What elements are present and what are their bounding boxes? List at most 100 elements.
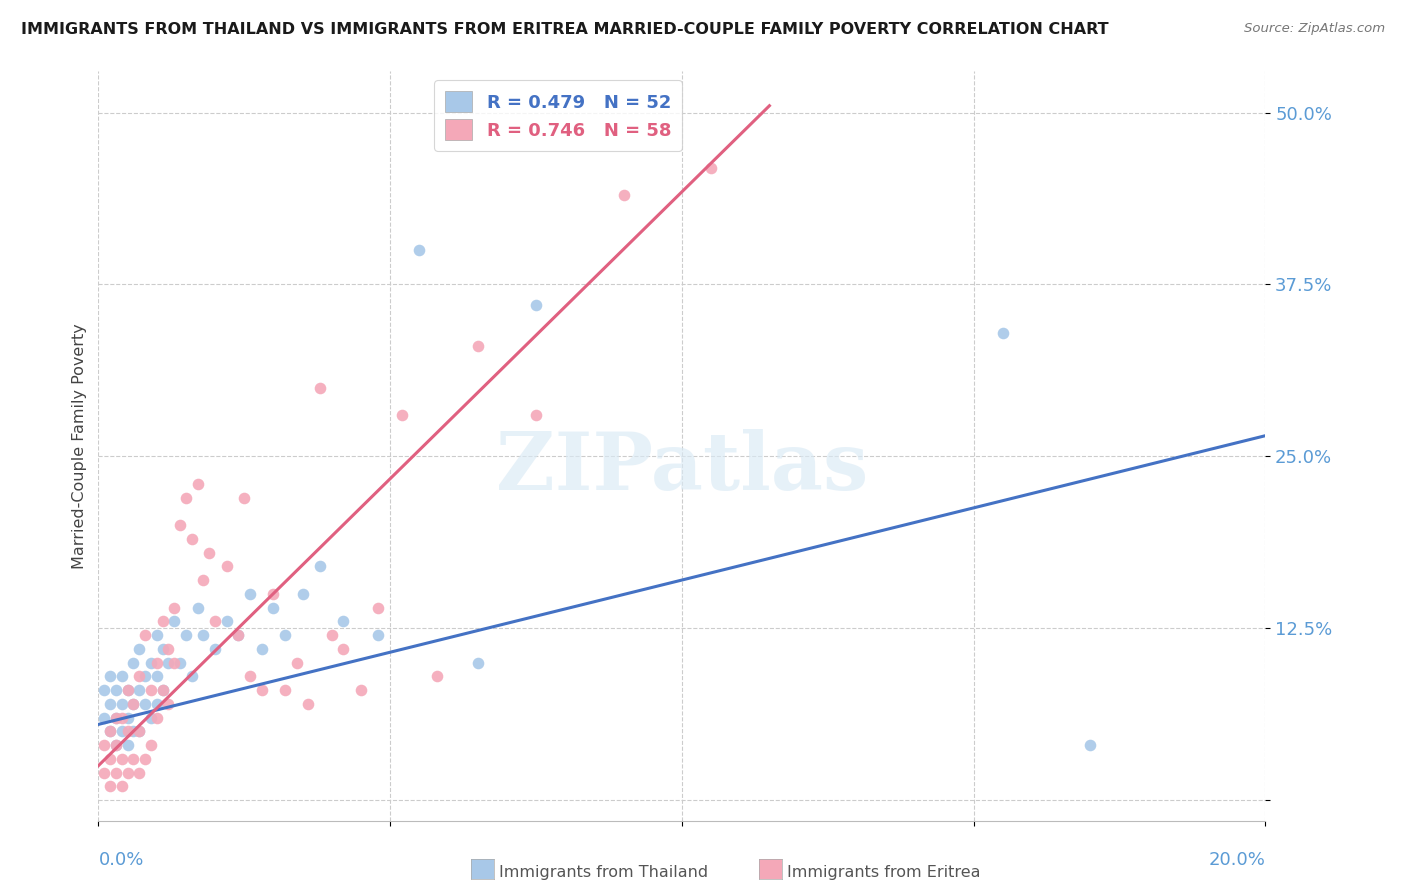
Point <box>228 628 250 642</box>
Point <box>117 724 139 739</box>
Point <box>146 697 169 711</box>
Point <box>163 656 186 670</box>
Point <box>98 697 121 711</box>
Legend: R = 0.479   N = 52, R = 0.746   N = 58: R = 0.479 N = 52, R = 0.746 N = 58 <box>434 80 682 151</box>
Point <box>163 600 186 615</box>
Point <box>309 559 332 574</box>
Y-axis label: Married-Couple Family Poverty: Married-Couple Family Poverty <box>72 323 87 569</box>
Point <box>239 587 262 601</box>
Point <box>228 628 250 642</box>
Point <box>111 669 134 683</box>
Point <box>262 600 284 615</box>
Point <box>204 615 226 629</box>
Point <box>117 683 139 698</box>
Point <box>250 683 273 698</box>
Point <box>187 476 209 491</box>
Point <box>139 710 162 724</box>
Point <box>128 683 150 698</box>
Text: Immigrants from Thailand: Immigrants from Thailand <box>499 865 709 880</box>
Point <box>117 765 139 780</box>
Point <box>157 697 180 711</box>
Point <box>128 724 150 739</box>
Point <box>104 683 127 698</box>
Text: IMMIGRANTS FROM THAILAND VS IMMIGRANTS FROM ERITREA MARRIED-COUPLE FAMILY POVERT: IMMIGRANTS FROM THAILAND VS IMMIGRANTS F… <box>21 22 1109 37</box>
Text: 0.0%: 0.0% <box>98 851 143 869</box>
Point <box>285 656 308 670</box>
Point <box>157 641 180 656</box>
Point <box>332 615 354 629</box>
Point <box>98 779 121 793</box>
Point <box>98 724 121 739</box>
Point <box>111 779 134 793</box>
Point <box>139 683 162 698</box>
Point <box>93 738 115 752</box>
Point <box>204 641 226 656</box>
Point <box>239 669 262 683</box>
Point <box>193 628 215 642</box>
Point <box>467 339 489 353</box>
Point <box>612 188 634 202</box>
Point <box>250 641 273 656</box>
Point <box>98 752 121 766</box>
Point <box>467 656 489 670</box>
Point <box>350 683 373 698</box>
Point <box>215 615 238 629</box>
Point <box>187 600 209 615</box>
Point <box>367 600 389 615</box>
Point <box>198 545 221 559</box>
Point <box>152 683 174 698</box>
Point <box>98 724 121 739</box>
Point <box>426 669 449 683</box>
Point <box>122 656 145 670</box>
Point <box>157 656 180 670</box>
Point <box>104 765 127 780</box>
Point <box>991 326 1014 340</box>
Point <box>233 491 256 505</box>
Point <box>262 587 284 601</box>
Point <box>93 765 115 780</box>
Point <box>152 683 174 698</box>
Point <box>174 628 197 642</box>
Point <box>193 573 215 587</box>
Point <box>367 628 389 642</box>
Text: 20.0%: 20.0% <box>1209 851 1265 869</box>
Point <box>180 669 202 683</box>
Point <box>128 641 150 656</box>
Text: Source: ZipAtlas.com: Source: ZipAtlas.com <box>1244 22 1385 36</box>
Point <box>139 656 162 670</box>
Point <box>134 669 156 683</box>
Text: Immigrants from Eritrea: Immigrants from Eritrea <box>787 865 981 880</box>
Point <box>104 738 127 752</box>
Point <box>1080 738 1102 752</box>
Point <box>321 628 343 642</box>
Point <box>104 710 127 724</box>
Point <box>122 697 145 711</box>
Point <box>146 669 169 683</box>
Point <box>408 243 430 257</box>
Point <box>134 697 156 711</box>
Point <box>139 738 162 752</box>
Point <box>104 738 127 752</box>
Point <box>146 710 169 724</box>
Point <box>215 559 238 574</box>
Point <box>122 752 145 766</box>
Point <box>111 697 134 711</box>
Point <box>309 380 332 394</box>
Point <box>163 615 186 629</box>
Point <box>700 161 723 175</box>
Point <box>128 724 150 739</box>
Point <box>111 752 134 766</box>
Point <box>174 491 197 505</box>
Point <box>332 641 354 656</box>
Point <box>117 710 139 724</box>
Point <box>291 587 314 601</box>
Point <box>297 697 319 711</box>
Point <box>146 628 169 642</box>
Point <box>111 710 134 724</box>
Point <box>180 532 202 546</box>
Point <box>128 765 150 780</box>
Text: ZIPatlas: ZIPatlas <box>496 429 868 508</box>
Point <box>524 408 547 422</box>
Point <box>122 724 145 739</box>
Point <box>524 298 547 312</box>
